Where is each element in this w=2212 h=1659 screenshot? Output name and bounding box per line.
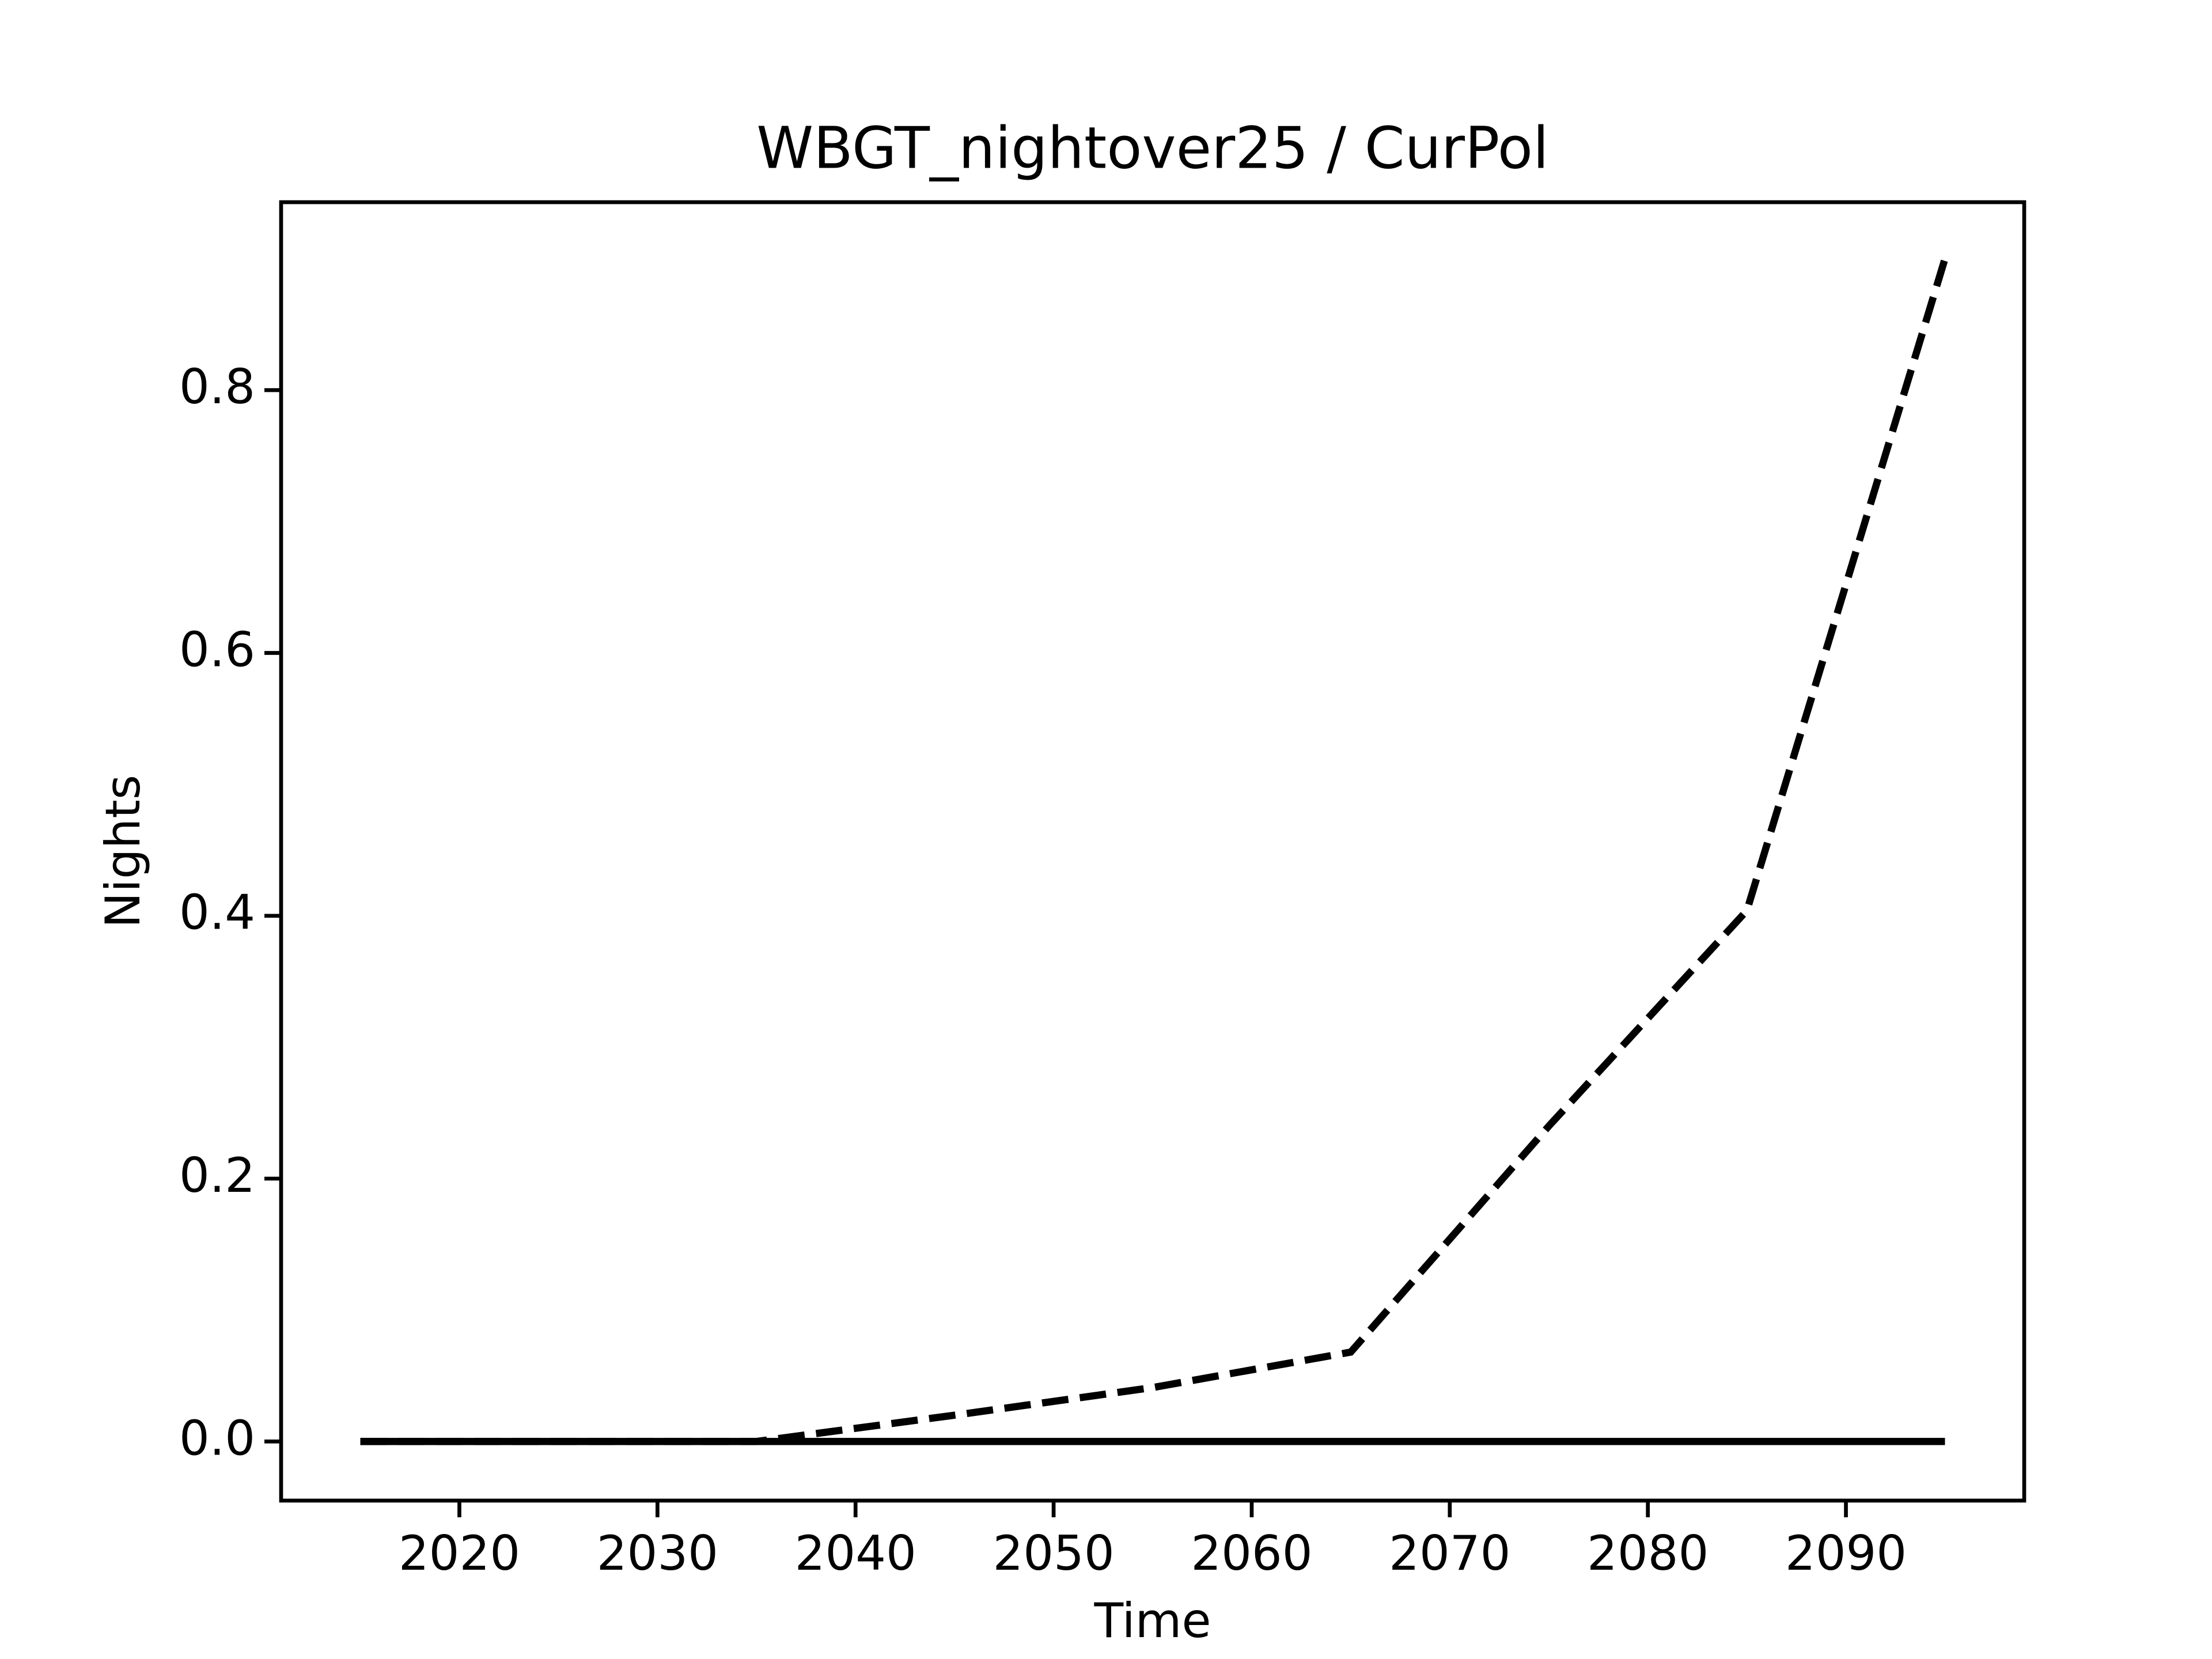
plot-frame [279, 200, 2027, 1503]
x-tick-label: 2040 [795, 1525, 916, 1581]
x-tick-label: 2020 [399, 1525, 520, 1581]
y-tick-label: 0.2 [179, 1147, 255, 1203]
x-tick-label: 2050 [993, 1525, 1114, 1581]
y-axis-label: Nights [95, 775, 151, 928]
y-tick-label: 0.6 [179, 622, 255, 677]
y-tick-label: 0.8 [179, 359, 255, 415]
data-line [360, 257, 1949, 1445]
chart-title: WBGT_nightover25 / CurPol [756, 114, 1549, 181]
x-tick-label: 2070 [1389, 1525, 1510, 1581]
x-tick-label: 2080 [1587, 1525, 1709, 1581]
x-axis-label: Time [1093, 1593, 1211, 1649]
x-tick-label: 2090 [1785, 1525, 1907, 1581]
x-tick-label: 2030 [597, 1525, 718, 1581]
y-tick-label: 0.4 [179, 885, 255, 941]
y-tick-label: 0.0 [179, 1410, 255, 1466]
x-tick-label: 2060 [1191, 1525, 1312, 1581]
